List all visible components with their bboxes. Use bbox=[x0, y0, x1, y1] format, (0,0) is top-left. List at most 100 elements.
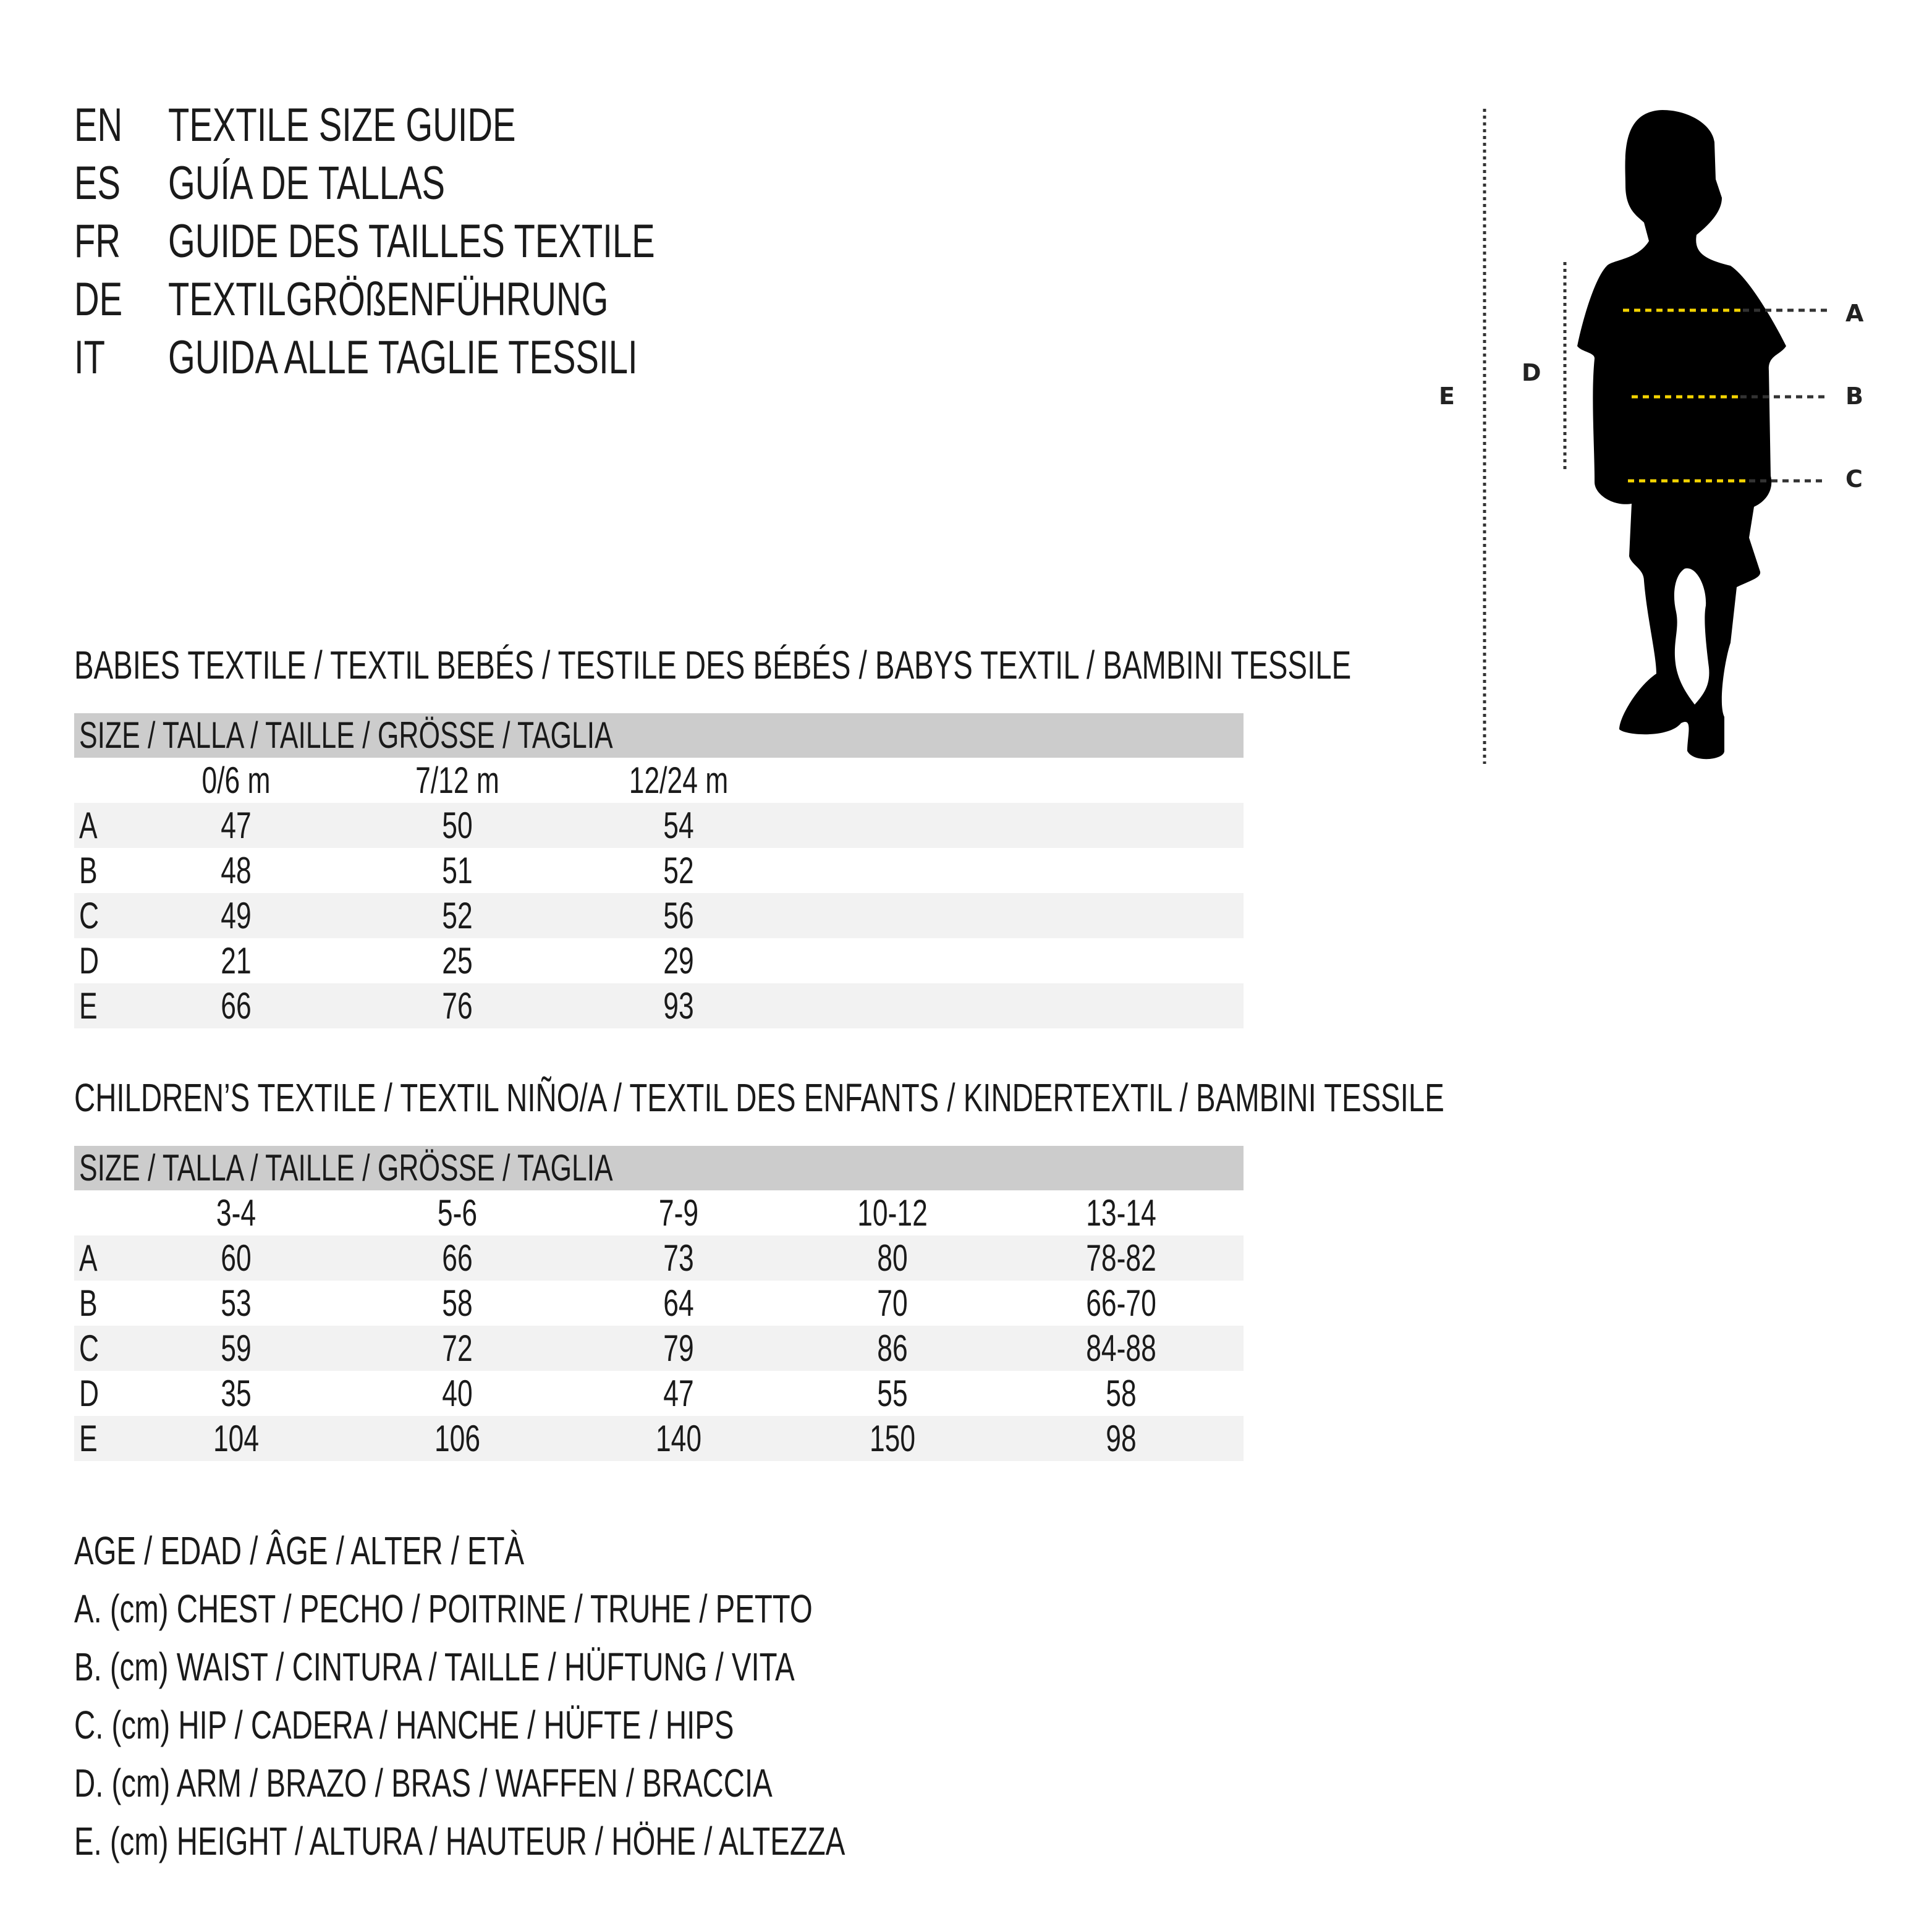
column-header: 0/6 m bbox=[201, 760, 271, 801]
table-cell: 53 bbox=[221, 1282, 252, 1324]
table-row: D 35 40 47 55 58 bbox=[74, 1371, 1244, 1416]
row-label: E bbox=[79, 985, 98, 1027]
table-cell: 54 bbox=[663, 805, 694, 846]
title-row: IT GUIDA ALLE TAGLIE TESSILI bbox=[74, 329, 1248, 387]
table-cell: 51 bbox=[442, 850, 473, 891]
table-cell: 56 bbox=[663, 895, 694, 936]
table-cell: 106 bbox=[434, 1418, 481, 1459]
language-code: IT bbox=[74, 331, 105, 384]
table-cell: 59 bbox=[221, 1328, 252, 1369]
title-text: GUIDA ALLE TAGLIE TESSILI bbox=[168, 331, 638, 384]
column-header: 7/12 m bbox=[415, 760, 499, 801]
table-row: E 66 76 93 bbox=[74, 983, 1244, 1028]
table-cell: 48 bbox=[221, 850, 252, 891]
label-b: B bbox=[1845, 383, 1863, 410]
label-a: A bbox=[1845, 300, 1864, 327]
table-cell: 55 bbox=[877, 1373, 908, 1414]
column-header: 13-14 bbox=[1086, 1192, 1156, 1234]
table-cell: 52 bbox=[663, 850, 694, 891]
table-cell: 66 bbox=[442, 1237, 473, 1279]
table-cell: 25 bbox=[442, 940, 473, 981]
children-section-title: CHILDREN’S TEXTILE / TEXTIL NIÑO/A / TEX… bbox=[74, 1073, 1496, 1122]
table-row: A 60 66 73 80 78-82 bbox=[74, 1235, 1244, 1281]
table-cell: 52 bbox=[442, 895, 473, 936]
table-cell: 58 bbox=[1106, 1373, 1137, 1414]
legend-item: AGE / EDAD / ÂGE / ALTER / ETÀ bbox=[74, 1528, 525, 1573]
table-cell: 35 bbox=[221, 1373, 252, 1414]
child-silhouette-icon bbox=[1577, 110, 1786, 760]
table-row: C 59 72 79 86 84-88 bbox=[74, 1326, 1244, 1371]
label-e: E bbox=[1439, 383, 1455, 410]
table-cell: 66-70 bbox=[1086, 1282, 1156, 1324]
column-header: 12/24 m bbox=[629, 760, 729, 801]
table-row: C 49 52 56 bbox=[74, 893, 1244, 938]
row-label: E bbox=[79, 1418, 98, 1459]
row-label: A bbox=[79, 1237, 98, 1279]
table-cell: 60 bbox=[221, 1237, 252, 1279]
title-row: EN TEXTILE SIZE GUIDE bbox=[74, 96, 1248, 155]
table-cell: 70 bbox=[877, 1282, 908, 1324]
row-label: B bbox=[79, 850, 98, 891]
size-header-band: SIZE / TALLA / TAILLE / GRÖSSE / TAGLIA bbox=[74, 713, 1244, 758]
table-cell: 98 bbox=[1106, 1418, 1137, 1459]
table-cell: 47 bbox=[221, 805, 252, 846]
title-text: TEXTILE SIZE GUIDE bbox=[168, 99, 516, 151]
row-label: B bbox=[79, 1282, 98, 1324]
title-row: FR GUIDE DES TAILLES TEXTILE bbox=[74, 213, 1248, 271]
table-cell: 64 bbox=[663, 1282, 694, 1324]
size-header-band: SIZE / TALLA / TAILLE / GRÖSSE / TAGLIA bbox=[74, 1146, 1244, 1190]
table-cell: 40 bbox=[442, 1373, 473, 1414]
table-cell: 104 bbox=[213, 1418, 260, 1459]
column-header: 5-6 bbox=[437, 1192, 478, 1234]
table-row: B 48 51 52 bbox=[74, 848, 1244, 893]
table-cell: 79 bbox=[663, 1328, 694, 1369]
table-cell: 73 bbox=[663, 1237, 694, 1279]
language-code: EN bbox=[74, 99, 123, 151]
title-row: DE TEXTILGRÖßENFÜHRUNG bbox=[74, 271, 1248, 329]
table-cell: 49 bbox=[221, 895, 252, 936]
row-label: C bbox=[79, 895, 100, 936]
babies-size-table: SIZE / TALLA / TAILLE / GRÖSSE / TAGLIA 0… bbox=[74, 713, 1244, 1028]
column-header: 7-9 bbox=[658, 1192, 699, 1234]
row-label: D bbox=[79, 1373, 100, 1414]
title-text: TEXTILGRÖßENFÜHRUNG bbox=[168, 273, 609, 326]
size-header-text: SIZE / TALLA / TAILLE / GRÖSSE / TAGLIA bbox=[79, 714, 613, 756]
table-cell: 84-88 bbox=[1086, 1328, 1156, 1369]
column-header: 10-12 bbox=[857, 1192, 928, 1234]
table-row: D 21 25 29 bbox=[74, 938, 1244, 983]
size-header-text: SIZE / TALLA / TAILLE / GRÖSSE / TAGLIA bbox=[79, 1147, 613, 1188]
label-d: D bbox=[1522, 359, 1541, 386]
table-cell: 76 bbox=[442, 985, 473, 1027]
legend-item: C. (cm) HIP / CADERA / HANCHE / HÜFTE / … bbox=[74, 1703, 734, 1747]
legend-item: D. (cm) ARM / BRAZO / BRAS / WAFFEN / BR… bbox=[74, 1761, 773, 1805]
leg-gap bbox=[1674, 568, 1710, 705]
title-row: ES GUÍA DE TALLAS bbox=[74, 155, 1248, 213]
language-code: DE bbox=[74, 273, 123, 326]
column-header: 3-4 bbox=[216, 1192, 256, 1234]
legend-item: A. (cm) CHEST / PECHO / POITRINE / TRUHE… bbox=[74, 1587, 813, 1631]
legend-item: B. (cm) WAIST / CINTURA / TAILLE / HÜFTU… bbox=[74, 1645, 795, 1689]
label-c: C bbox=[1845, 465, 1863, 493]
table-cell: 50 bbox=[442, 805, 473, 846]
legend-item: E. (cm) HEIGHT / ALTURA / HAUTEUR / HÖHE… bbox=[74, 1819, 845, 1863]
table-cell: 80 bbox=[877, 1237, 908, 1279]
table-row: E 104 106 140 150 98 bbox=[74, 1416, 1244, 1461]
table-row: A 47 50 54 bbox=[74, 803, 1244, 848]
column-header-row: 3-4 5-6 7-9 10-12 13-14 bbox=[74, 1190, 1244, 1235]
table-cell: 66 bbox=[221, 985, 252, 1027]
row-label: C bbox=[79, 1328, 100, 1369]
table-cell: 47 bbox=[663, 1373, 694, 1414]
table-cell: 29 bbox=[663, 940, 694, 981]
table-cell: 93 bbox=[663, 985, 694, 1027]
title-text: GUIDE DES TAILLES TEXTILE bbox=[168, 215, 655, 268]
language-code: FR bbox=[74, 215, 121, 268]
table-cell: 150 bbox=[869, 1418, 916, 1459]
column-header-row: 0/6 m 7/12 m 12/24 m bbox=[74, 758, 1244, 803]
title-text: GUÍA DE TALLAS bbox=[168, 157, 446, 210]
row-label: D bbox=[79, 940, 100, 981]
table-cell: 58 bbox=[442, 1282, 473, 1324]
row-label: A bbox=[79, 805, 98, 846]
table-row: B 53 58 64 70 66-70 bbox=[74, 1281, 1244, 1326]
language-code: ES bbox=[74, 157, 121, 210]
children-size-table: SIZE / TALLA / TAILLE / GRÖSSE / TAGLIA 3… bbox=[74, 1146, 1244, 1461]
